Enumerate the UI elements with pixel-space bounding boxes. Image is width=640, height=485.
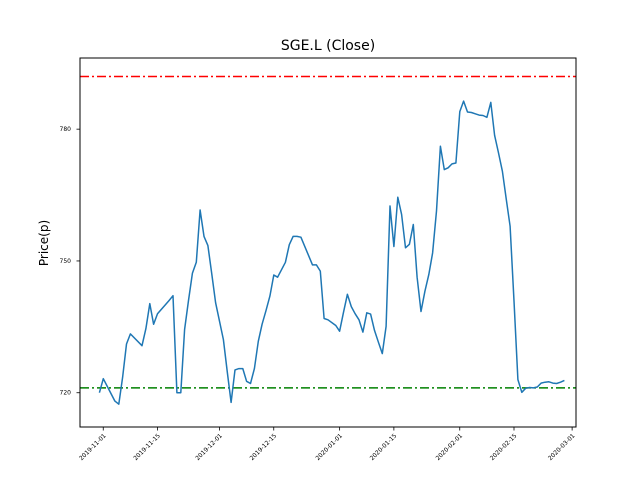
- series-line-close: [98, 100, 565, 405]
- axes-frame: [79, 57, 577, 428]
- y-tick-label: 780: [60, 126, 72, 133]
- chart-title: SGE.L (Close): [281, 38, 375, 54]
- y-tick-label: 720: [60, 390, 72, 397]
- y-tick-label: 750: [60, 258, 72, 265]
- y-axis-label: Price(p): [37, 220, 51, 266]
